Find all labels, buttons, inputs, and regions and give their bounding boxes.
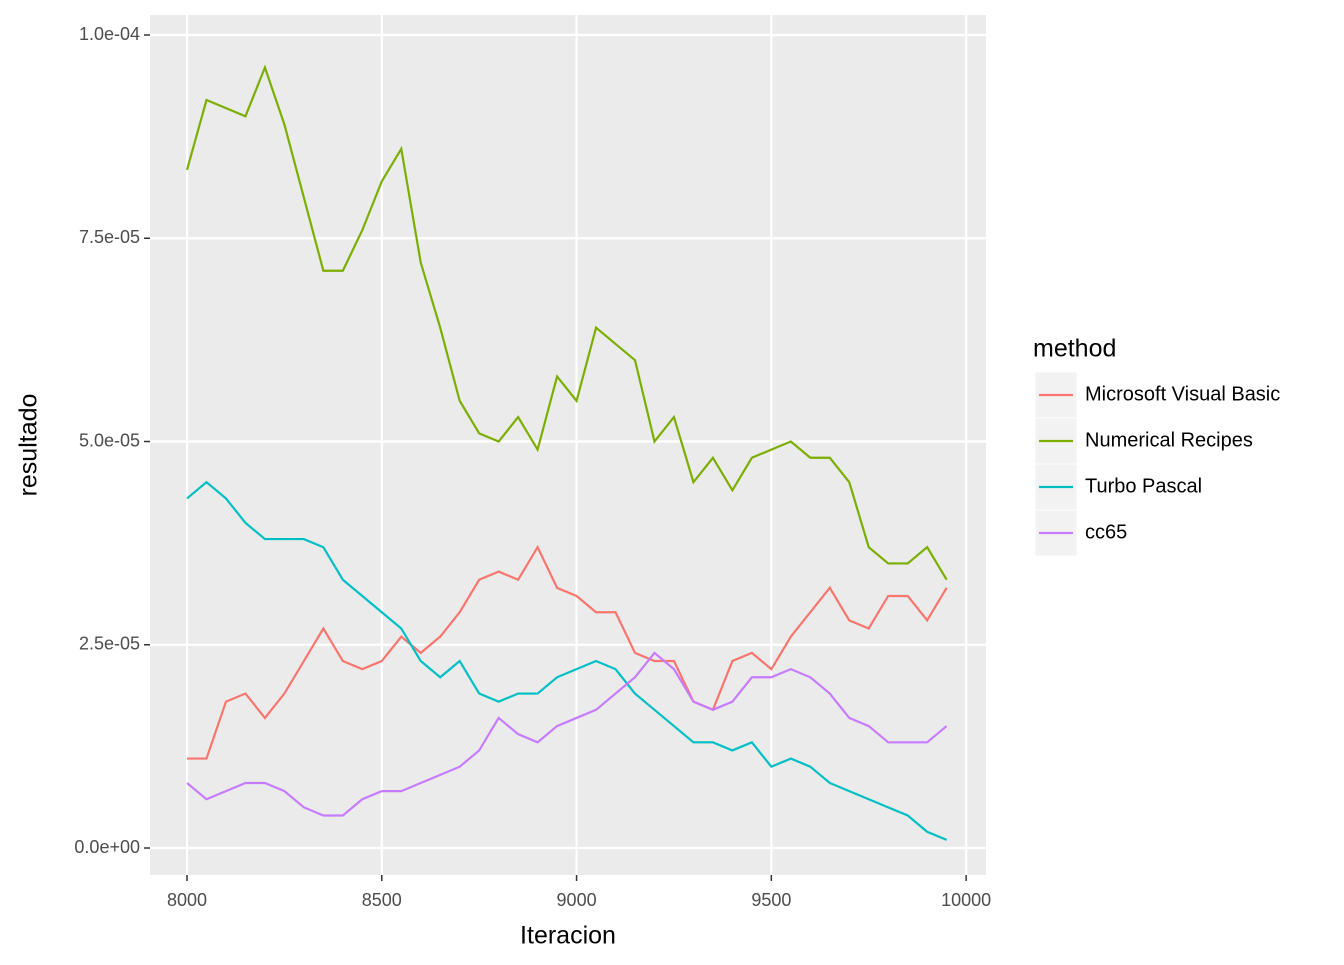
series-line — [185, 64, 948, 581]
y-tick-label: 2.5e-05 — [79, 634, 140, 654]
y-tick-label: 0.0e+00 — [74, 837, 140, 857]
legend-title: method — [1033, 335, 1116, 363]
x-tick-label: 8000 — [167, 890, 207, 910]
x-tick-label: 9000 — [557, 890, 597, 910]
series-line — [187, 544, 948, 760]
legend-label: Microsoft Visual Basic — [1085, 383, 1280, 405]
series-line — [186, 651, 948, 817]
legend-label: Numerical Recipes — [1085, 429, 1253, 451]
x-tick-label: 8500 — [362, 890, 402, 910]
legend-label: cc65 — [1085, 521, 1127, 543]
x-tick-label: 9500 — [751, 890, 791, 910]
x-axis-title: Iteracion — [520, 922, 616, 950]
y-tick-label: 5.0e-05 — [79, 430, 140, 450]
series-line — [186, 480, 948, 841]
legend-label: Turbo Pascal — [1085, 475, 1202, 497]
x-tick-label: 10000 — [941, 890, 991, 910]
plot-panel — [150, 15, 986, 875]
y-axis-title: resultado — [15, 394, 43, 497]
y-tick-label: 1.0e-04 — [79, 24, 140, 44]
y-tick-label: 7.5e-05 — [79, 227, 140, 247]
